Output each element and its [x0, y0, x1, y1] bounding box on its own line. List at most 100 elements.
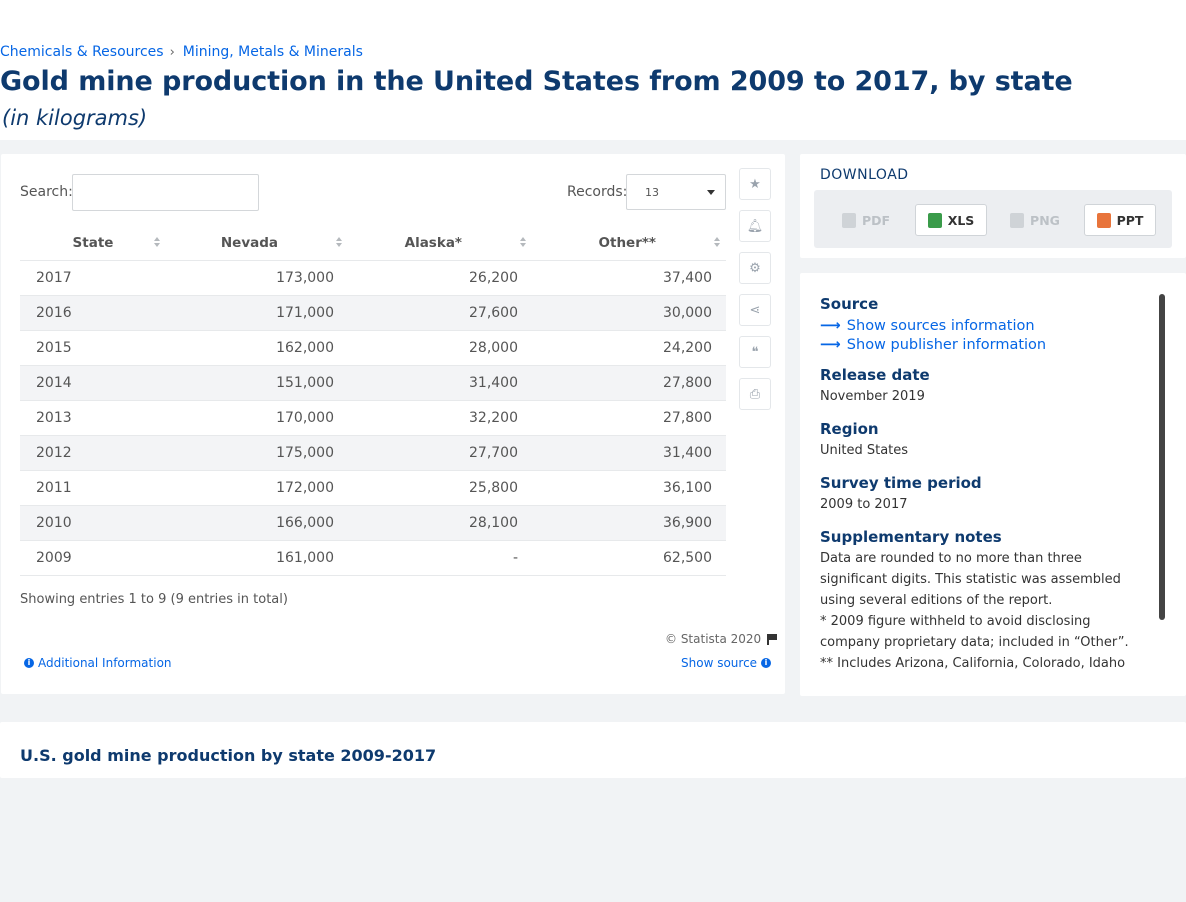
source-heading: Source: [820, 295, 879, 313]
table-cell-other: 36,900: [532, 504, 726, 540]
header-band: [0, 0, 1186, 140]
survey-period-label: Survey time period: [820, 474, 982, 492]
table-cell-nevada: 171,000: [166, 294, 348, 330]
breadcrumb: Chemicals & Resources › Mining, Metals &…: [0, 44, 363, 60]
column-header-label: Other**: [598, 234, 656, 251]
table-cell-alaska: 28,000: [348, 329, 532, 365]
table-cell-alaska: 27,600: [348, 294, 532, 330]
source-content[interactable]: Source ⟶ Show sources information ⟶ Show p…: [820, 295, 1150, 677]
notes-text: Data are rounded to no more than three s…: [820, 551, 1121, 608]
table-cell-other: 31,400: [532, 434, 726, 470]
related-title: U.S. gold mine production by state 2009-…: [20, 746, 437, 765]
source-scrollbar[interactable]: [1159, 294, 1165, 620]
table-row: 2009 161,000 - 62,500: [20, 539, 726, 576]
table-cell-alaska: 27,700: [348, 434, 532, 470]
records-select[interactable]: 13: [626, 174, 726, 210]
quote-icon[interactable]: ❝: [739, 336, 771, 368]
table-cell-year: 2010: [20, 504, 166, 540]
download-title: DOWNLOAD: [820, 167, 909, 183]
show-publisher-link[interactable]: ⟶ Show publisher information: [820, 337, 1150, 353]
table-cell-year: 2009: [20, 539, 166, 576]
table-cell-year: 2012: [20, 434, 166, 470]
download-xls-button[interactable]: XLS: [915, 204, 987, 236]
release-date-label: Release date: [820, 366, 930, 384]
table-cell-year: 2011: [20, 469, 166, 505]
table-cell-other: 30,000: [532, 294, 726, 330]
additional-information-link[interactable]: i Additional Information: [20, 656, 172, 670]
sort-icon: [336, 237, 342, 249]
table-cell-nevada: 162,000: [166, 329, 348, 365]
download-button-label: XLS: [947, 212, 975, 228]
table-cell-alaska: 31,400: [348, 364, 532, 400]
breadcrumb-link-chemicals[interactable]: Chemicals & Resources: [0, 44, 164, 60]
table-cell-year: 2016: [20, 294, 166, 330]
print-icon[interactable]: ⎙: [739, 378, 771, 410]
show-sources-link[interactable]: ⟶ Show sources information: [820, 318, 1150, 334]
breadcrumb-separator: ›: [169, 44, 175, 60]
copyright: © Statista 2020: [665, 632, 778, 646]
release-date-section: Release date November 2019: [820, 366, 1150, 407]
column-header-alaska[interactable]: Alaska*: [348, 226, 532, 260]
sort-icon: [714, 237, 720, 249]
table-row: 2010 166,000 28,100 36,900: [20, 504, 726, 540]
table-row: 2011 172,000 25,800 36,100: [20, 469, 726, 505]
column-header-label: Alaska*: [404, 234, 462, 251]
statistic-toolbar: ★ 🔔︎ ⚙ ⋖ ❝ ⎙: [739, 168, 773, 420]
ppt-file-icon: [1096, 212, 1111, 228]
gear-icon[interactable]: ⚙: [739, 252, 771, 284]
column-header-nevada[interactable]: Nevada: [166, 226, 348, 260]
column-header-label: State: [72, 234, 114, 251]
survey-period-section: Survey time period 2009 to 2017: [820, 474, 1150, 515]
records-label: Records:: [567, 184, 628, 200]
notes-section: Supplementary notes Data are rounded to …: [820, 528, 1150, 674]
table-cell-year: 2013: [20, 399, 166, 435]
notes-text: * 2009 figure withheld to avoid disclosi…: [820, 614, 1129, 650]
show-publisher-label: Show publisher information: [846, 337, 1047, 353]
table-cell-nevada: 161,000: [166, 539, 348, 576]
search-input[interactable]: [72, 174, 259, 211]
download-button-label: PDF: [861, 212, 891, 228]
table-row: 2016 171,000 27,600 30,000: [20, 294, 726, 330]
notes-text: ** Includes Arizona, California, Colorad…: [820, 656, 1126, 671]
table-cell-alaska: -: [348, 539, 532, 576]
table-cell-year: 2014: [20, 364, 166, 400]
download-png-button[interactable]: PNG: [999, 204, 1071, 236]
table-cell-other: 27,800: [532, 399, 726, 435]
records-value: 13: [645, 186, 659, 199]
table-cell-nevada: 170,000: [166, 399, 348, 435]
additional-information-label: Additional Information: [38, 656, 172, 670]
table-header-row: State Nevada Alaska* Other**: [20, 226, 726, 260]
show-source-link[interactable]: Show source i: [681, 656, 775, 670]
column-header-label: Nevada: [220, 234, 278, 251]
breadcrumb-link-mining[interactable]: Mining, Metals & Minerals: [182, 44, 363, 60]
entries-summary: Showing entries 1 to 9 (9 entries in tot…: [20, 592, 288, 607]
page-subtitle: (in kilograms): [2, 106, 148, 130]
flag-icon[interactable]: [767, 634, 778, 645]
share-icon[interactable]: ⋖: [739, 294, 771, 326]
region-section: Region United States: [820, 420, 1150, 461]
download-ppt-button[interactable]: PPT: [1084, 204, 1156, 236]
table-cell-nevada: 151,000: [166, 364, 348, 400]
table-cell-alaska: 32,200: [348, 399, 532, 435]
table-cell-alaska: 28,100: [348, 504, 532, 540]
region-label: Region: [820, 420, 879, 438]
page-title: Gold mine production in the United State…: [0, 66, 1073, 97]
copyright-text: © Statista 2020: [665, 632, 762, 646]
bell-icon[interactable]: 🔔︎: [739, 210, 771, 242]
table-row: 2012 175,000 27,700 31,400: [20, 434, 726, 470]
column-header-state[interactable]: State: [20, 226, 166, 260]
column-header-other[interactable]: Other**: [532, 226, 726, 260]
table-row: 2017 173,000 26,200 37,400: [20, 259, 726, 295]
arrow-right-icon: ⟶: [820, 318, 841, 334]
table-row: 2013 170,000 32,200 27,800: [20, 399, 726, 435]
show-sources-label: Show sources information: [846, 318, 1035, 334]
table-cell-other: 37,400: [532, 259, 726, 295]
star-icon[interactable]: ★: [739, 168, 771, 200]
table-row: 2015 162,000 28,000 24,200: [20, 329, 726, 365]
download-pdf-button[interactable]: PDF: [830, 204, 902, 236]
chevron-down-icon: [707, 190, 715, 195]
arrow-right-icon: ⟶: [820, 337, 841, 353]
statistic-panel: Search: Records: 13 State Nevada Alaska*…: [1, 154, 785, 694]
table-row: 2014 151,000 31,400 27,800: [20, 364, 726, 400]
sort-icon: [154, 237, 160, 249]
